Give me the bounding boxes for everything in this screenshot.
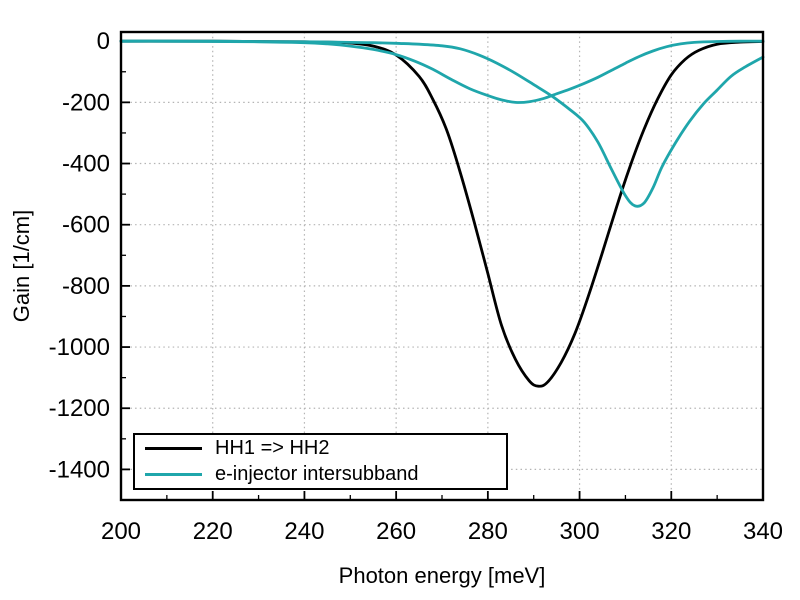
legend-label-e-injector: e-injector intersubband	[215, 463, 419, 485]
legend-item-hh1-hh2: HH1 => HH2	[135, 436, 506, 462]
x-tick-label: 280	[468, 518, 508, 545]
grid-layer	[121, 32, 763, 500]
legend-item-e-injector: e-injector intersubband	[135, 462, 506, 488]
y-tick-label: -1400	[49, 456, 110, 483]
x-tick-label: 320	[651, 518, 691, 545]
x-axis-title: Photon energy [meV]	[339, 563, 546, 588]
y-axis-title: Gain [1/cm]	[9, 210, 34, 322]
series-layer	[119, 39, 765, 388]
y-tick-label: -1200	[49, 395, 110, 422]
y-tick-label: -400	[62, 151, 110, 178]
y-tick-label: -1000	[49, 334, 110, 361]
legend-line-swatch-black	[145, 447, 202, 450]
tick-labels-layer: 200 220 240 260 280 300 320 340 0 -200 -400 -600 -80…	[49, 28, 783, 545]
x-tick-label: 260	[376, 518, 416, 545]
y-tick-label: 0	[97, 28, 110, 55]
legend-line-swatch-teal	[145, 473, 202, 476]
series-line-e-injector-intersubband-3	[119, 39, 765, 208]
x-tick-label: 240	[284, 518, 324, 545]
legend-label-hh1-hh2: HH1 => HH2	[215, 437, 330, 459]
y-tick-label: -800	[62, 273, 110, 300]
x-tick-label: 340	[743, 518, 783, 545]
x-tick-label: 300	[560, 518, 600, 545]
legend: HH1 => HH2 e-injector intersubband	[133, 433, 508, 490]
x-tick-label: 220	[193, 518, 233, 545]
series-line-e-injector-intersubband-2	[119, 39, 765, 104]
y-tick-label: -200	[62, 89, 110, 116]
y-tick-label: -600	[62, 212, 110, 239]
plot-frame	[119, 30, 765, 502]
x-tick-label: 200	[101, 518, 141, 545]
series-line-hh1-hh2-1	[119, 39, 765, 388]
ticks-layer	[120, 40, 764, 500]
